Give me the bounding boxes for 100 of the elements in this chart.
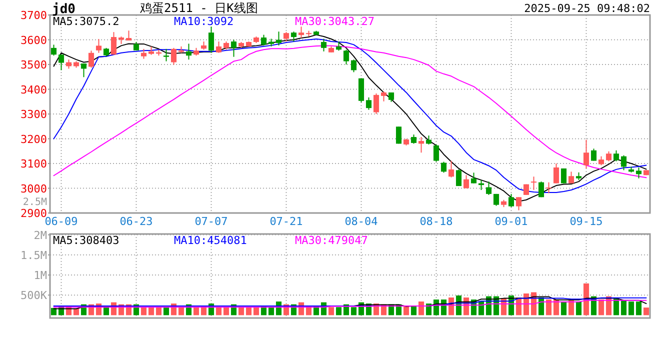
bar: [178, 307, 184, 316]
candlestick: [553, 163, 560, 184]
candlestick: [140, 48, 147, 60]
candlestick: [126, 30, 132, 41]
bar: [163, 307, 170, 316]
candlestick: [336, 40, 342, 52]
y-tick-label: 1.5M: [20, 248, 48, 262]
bar: [148, 307, 154, 316]
candlestick: [636, 166, 642, 179]
candlestick: [456, 168, 462, 187]
candlestick: [583, 139, 590, 169]
y-tick-label: 3200: [20, 132, 47, 146]
candlestick: [606, 150, 612, 162]
candlestick: [163, 48, 170, 62]
bar: [583, 283, 590, 316]
line-series: [53, 300, 647, 308]
candlestick: [260, 34, 267, 46]
text: MA30:479047: [295, 234, 368, 247]
bar: [568, 300, 574, 316]
candlestick: [208, 26, 214, 54]
candlestick: [538, 181, 544, 198]
candlestick: [568, 171, 574, 184]
bar: [246, 307, 252, 316]
series-label: MA30:3043.27: [295, 15, 374, 28]
y-tick-label: 2M: [34, 228, 48, 242]
candlestick: [448, 160, 454, 178]
series-label: MA10:3092: [174, 15, 234, 28]
bar: [328, 307, 334, 316]
bar: [223, 307, 230, 316]
bar: [410, 306, 417, 316]
bar: [628, 302, 634, 316]
y-tick-label: 3000: [20, 182, 47, 196]
x-tick-label: 08-18: [420, 215, 453, 228]
bar: [336, 307, 342, 316]
x-tick-label: 08-04: [344, 215, 378, 228]
bar: [253, 307, 260, 316]
y-tick-label: 500K: [20, 289, 48, 302]
candlestick: [613, 150, 620, 162]
candlestick: [230, 39, 237, 58]
candlestick: [186, 43, 192, 60]
bar: [576, 302, 582, 316]
series-label: MA5:3075.2: [53, 15, 120, 28]
candlestick: [276, 31, 282, 46]
x-tick-label: 09-01: [494, 215, 528, 228]
candlestick: [343, 49, 350, 65]
candlestick: [560, 168, 567, 184]
bar: [216, 307, 222, 316]
y-tick-label: 3700: [20, 9, 47, 22]
candlestick: [50, 44, 57, 56]
bar: [350, 307, 357, 316]
candlestick: [110, 32, 117, 56]
bar: [193, 307, 200, 316]
candlestick: [486, 181, 492, 196]
candlestick: [530, 176, 537, 190]
x-tick-label: 06-23: [120, 215, 153, 228]
candlestick: [463, 174, 470, 189]
y-tick-label: 3300: [20, 108, 47, 121]
candlestick: [410, 134, 417, 144]
candlestick: [418, 136, 424, 154]
bar: [598, 300, 604, 316]
candlestick: [433, 144, 440, 162]
y-tick-label: 3500: [20, 58, 47, 72]
candlestick: [380, 90, 387, 102]
chart-title: 鸡蛋2511 - 日K线图: [139, 1, 258, 15]
candlestick: [216, 40, 222, 54]
candlestick: [96, 38, 102, 54]
y-tick-label: 1M: [34, 268, 48, 282]
x-tick-label: 06-09: [44, 215, 78, 228]
bar: [238, 307, 244, 316]
x-tick-label: 07-07: [194, 215, 228, 228]
candlestick: [80, 63, 87, 78]
annotation: 2025-09-25 09:48:02: [524, 2, 650, 15]
candlestick: [58, 54, 64, 71]
bar: [620, 300, 627, 316]
y-tick-label: 3600: [20, 34, 47, 47]
candlestick: [366, 96, 372, 110]
candlestick: [358, 78, 364, 103]
candlestick: [88, 50, 94, 68]
x-tick-label: 09-15: [570, 215, 603, 228]
candlestick: [508, 193, 514, 208]
bar: [560, 302, 567, 316]
candlestick: [516, 196, 522, 211]
candlestick: [470, 172, 477, 184]
bar: [546, 300, 552, 316]
text: MA5:308403: [53, 234, 120, 247]
candlestick: [546, 182, 552, 194]
candlestick: [170, 47, 177, 66]
candlestick: [440, 161, 447, 174]
bar: [140, 307, 147, 316]
bar: [643, 308, 650, 316]
text: MA10:454081: [174, 234, 247, 247]
y-tick-label: 3400: [20, 83, 47, 96]
annotation: jd0: [52, 2, 76, 17]
candlestick: [396, 126, 402, 144]
candlestick: [320, 38, 327, 52]
text: 2.5M: [22, 197, 47, 208]
bar: [418, 302, 424, 316]
candlestick: [350, 59, 357, 73]
bar: [268, 307, 274, 316]
candlestick: [298, 26, 304, 39]
